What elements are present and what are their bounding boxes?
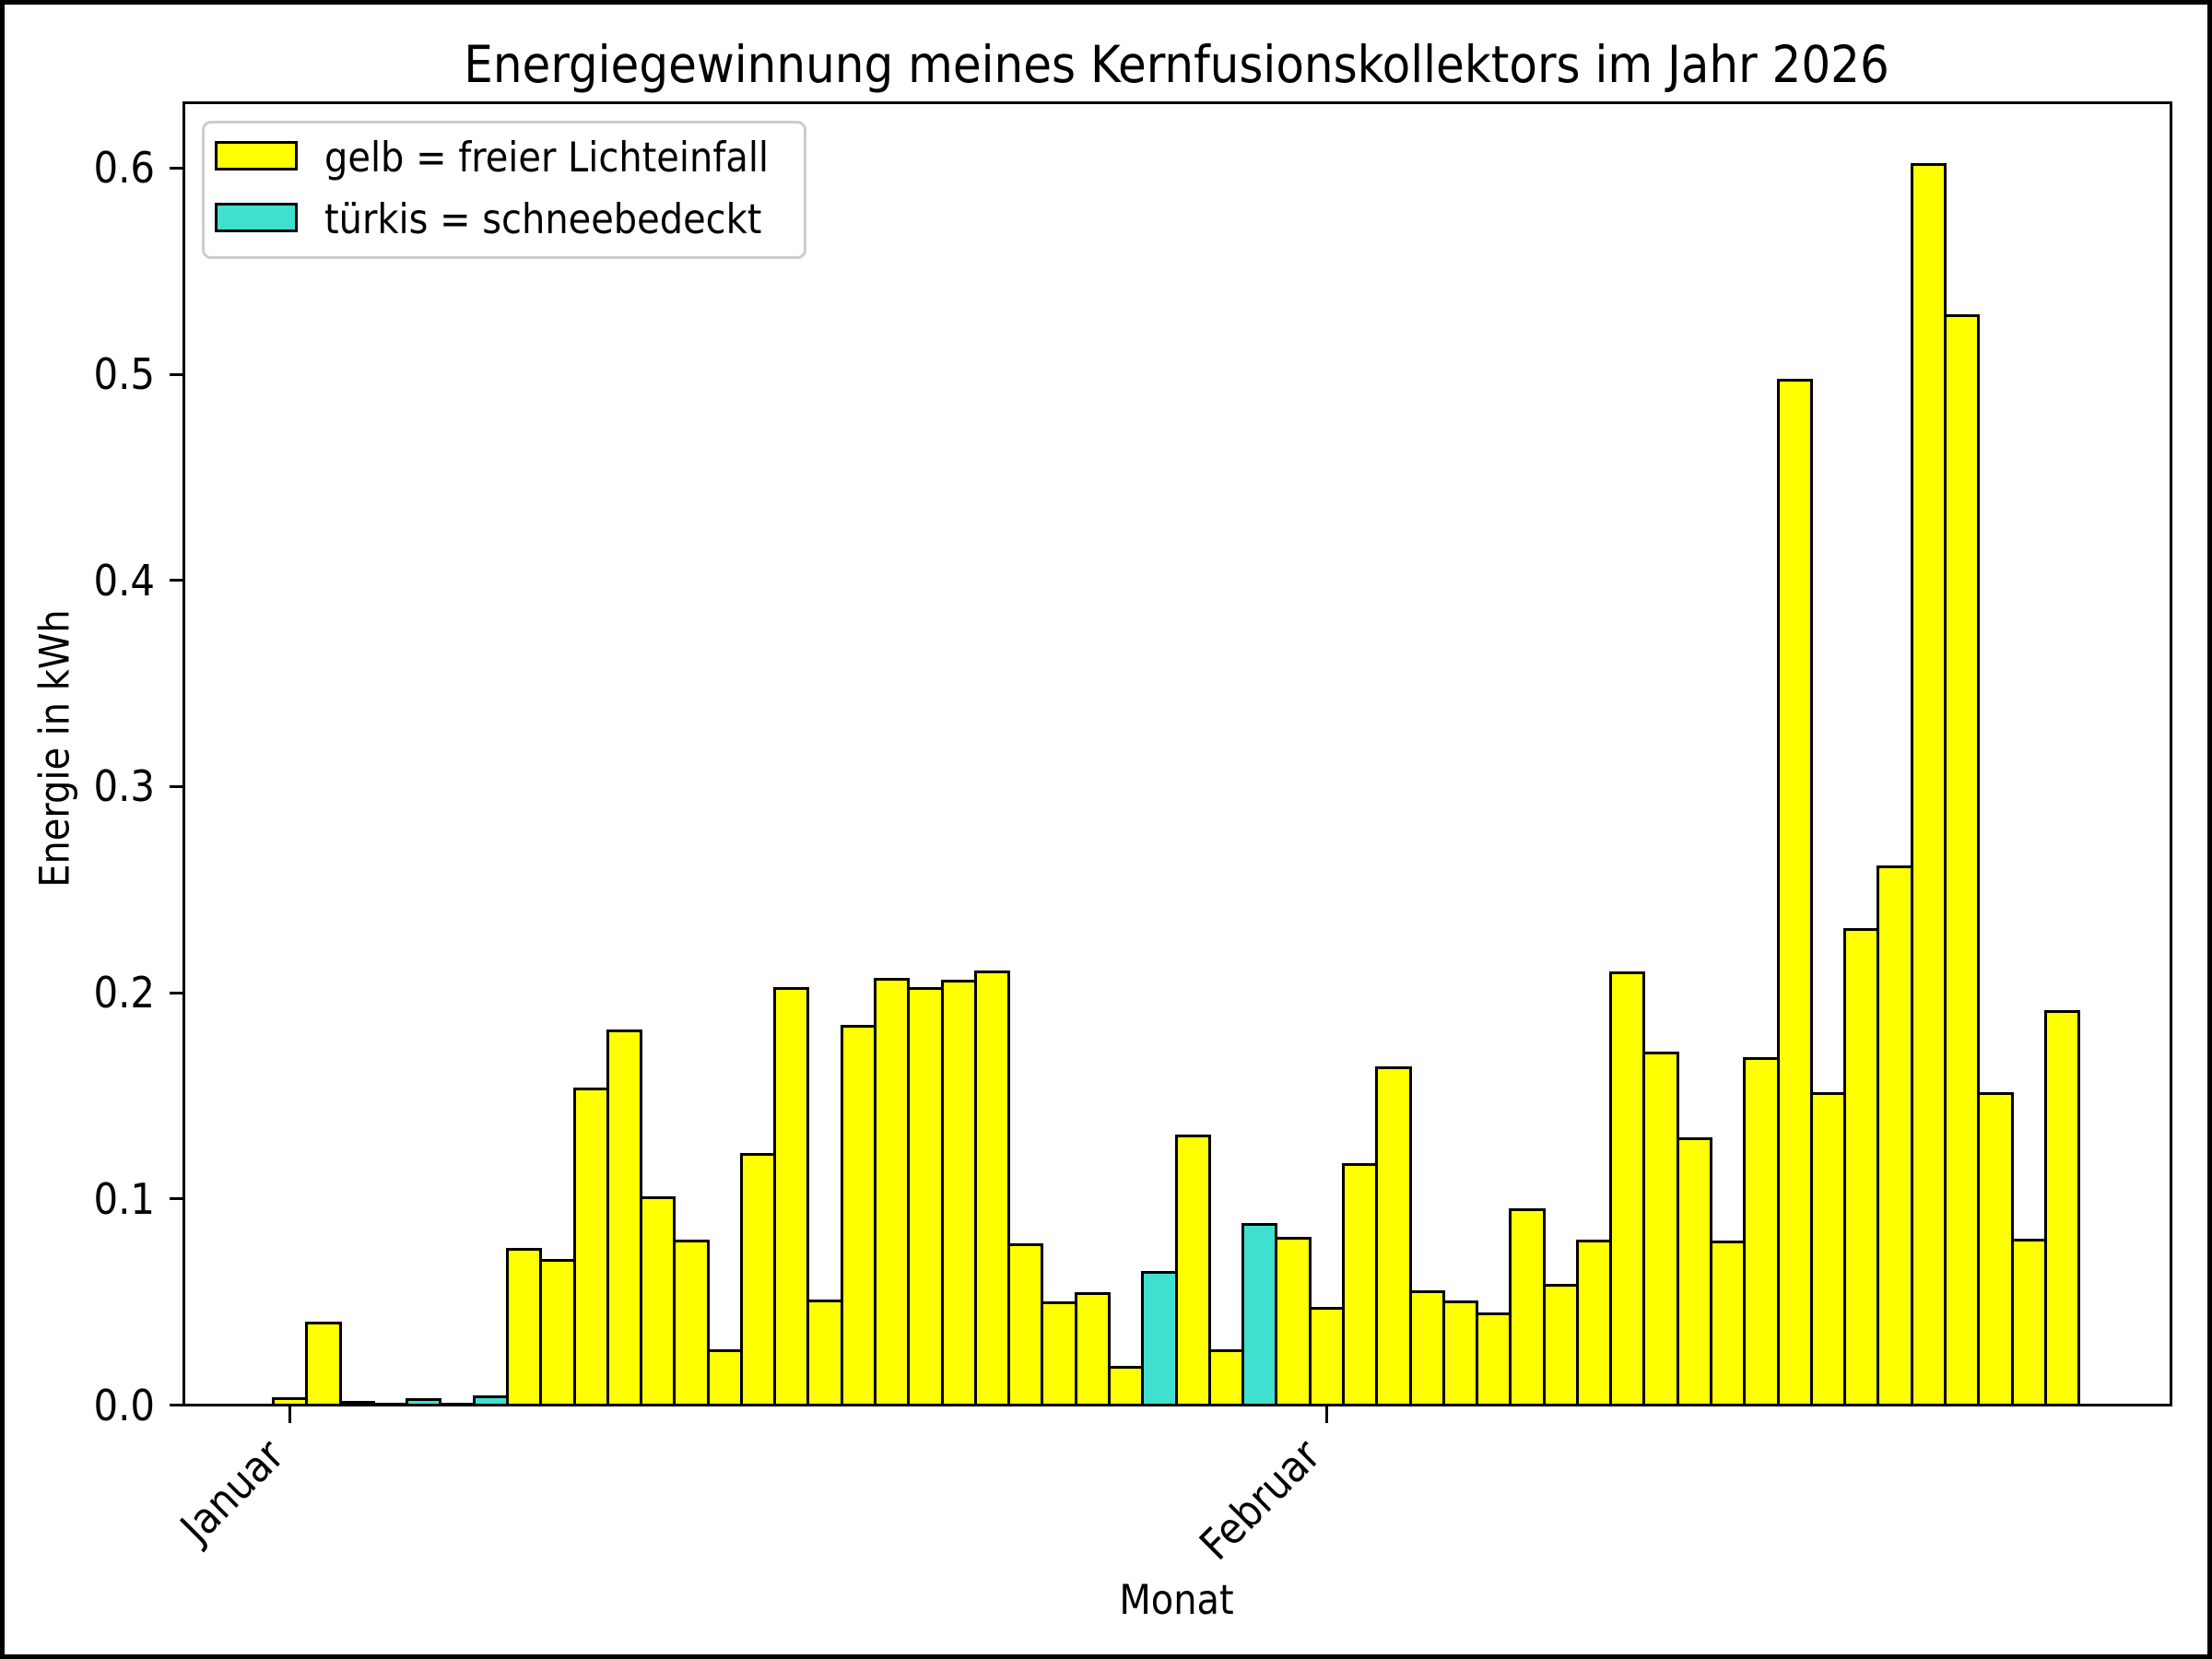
bar-day-22-free xyxy=(973,970,1011,1406)
bar-day-12-free xyxy=(640,1195,677,1406)
x-axis-label: Monat xyxy=(1119,1576,1234,1624)
bar-day-33-free xyxy=(1341,1162,1379,1406)
bar-day-35-free xyxy=(1408,1289,1445,1406)
bar-day-44-free xyxy=(1710,1240,1747,1406)
bar-day-40-free xyxy=(1575,1239,1613,1406)
bar-day-46-free xyxy=(1776,379,1813,1406)
bar-day-23-free xyxy=(1007,1243,1044,1406)
bar-day-47-free xyxy=(1809,1092,1847,1406)
y-tick-label-0.2: 0.2 xyxy=(93,968,155,1018)
legend-swatch-snow xyxy=(215,202,298,232)
y-tick-0.2 xyxy=(169,991,182,994)
y-tick-0.5 xyxy=(169,372,182,376)
y-tick-label-0.6: 0.6 xyxy=(93,143,155,194)
bar-day-4-free xyxy=(371,1403,409,1406)
y-tick-label-0.4: 0.4 xyxy=(93,555,155,606)
bar-day-30-snow xyxy=(1241,1223,1278,1406)
bar-day-26-free xyxy=(1108,1366,1145,1406)
bar-day-39-free xyxy=(1542,1284,1579,1406)
y-tick-0.3 xyxy=(169,784,182,788)
bar-day-42-free xyxy=(1642,1052,1679,1406)
y-tick-label-0.1: 0.1 xyxy=(93,1173,155,1224)
bar-day-7-snow xyxy=(472,1395,509,1406)
bar-day-50-free xyxy=(1910,163,1947,1406)
bar-day-24-free xyxy=(1041,1300,1077,1406)
bar-day-1-free xyxy=(272,1397,309,1406)
bar-day-19-free xyxy=(874,978,911,1406)
bar-day-38-free xyxy=(1509,1207,1546,1406)
bar-day-20-free xyxy=(907,987,944,1406)
legend-box xyxy=(202,120,806,259)
bar-day-25-free xyxy=(1074,1291,1111,1406)
bar-day-16-free xyxy=(773,987,810,1406)
bar-day-17-free xyxy=(806,1300,843,1406)
bar-day-51-free xyxy=(1944,313,1981,1406)
bar-day-10-free xyxy=(572,1088,609,1406)
bar-day-27-snow xyxy=(1141,1271,1178,1406)
bar-day-41-free xyxy=(1609,971,1646,1406)
bar-day-3-free xyxy=(338,1401,375,1406)
y-tick-label-0.3: 0.3 xyxy=(93,761,155,812)
y-tick-0.0 xyxy=(169,1404,182,1406)
bar-day-18-free xyxy=(840,1025,877,1406)
bar-day-53-free xyxy=(2010,1239,2047,1406)
bar-day-48-free xyxy=(1843,928,1880,1406)
y-tick-label-0.0: 0.0 xyxy=(93,1380,155,1430)
y-tick-label-0.5: 0.5 xyxy=(93,349,155,400)
y-tick-0.6 xyxy=(169,166,182,170)
bar-day-45-free xyxy=(1743,1057,1780,1406)
bar-day-43-free xyxy=(1676,1137,1713,1406)
bar-day-5-snow xyxy=(406,1397,442,1406)
bar-day-6-free xyxy=(439,1403,476,1406)
bar-day-21-free xyxy=(940,979,977,1406)
bar-day-37-free xyxy=(1476,1312,1512,1406)
legend-label-snow: türkis = schneebedeckt xyxy=(324,195,762,243)
bar-day-49-free xyxy=(1877,865,1913,1406)
bar-day-11-free xyxy=(606,1029,643,1406)
bar-day-14-free xyxy=(706,1349,743,1406)
bar-day-29-free xyxy=(1207,1348,1245,1406)
legend-label-free: gelb = freier Lichteinfall xyxy=(324,134,770,182)
bar-day-28-free xyxy=(1174,1134,1211,1406)
bar-day-36-free xyxy=(1441,1300,1479,1406)
x-tick-Januar xyxy=(288,1406,292,1423)
bar-day-13-free xyxy=(673,1239,710,1406)
bar-day-9-free xyxy=(539,1258,576,1406)
bar-day-2-free xyxy=(305,1321,342,1406)
bar-day-8-free xyxy=(505,1248,543,1406)
y-tick-0.1 xyxy=(169,1197,182,1201)
chart-title: Energiegewinnung meines Kernfusionskolle… xyxy=(464,35,1889,95)
legend-swatch-free xyxy=(215,140,298,171)
y-tick-0.4 xyxy=(169,579,182,582)
bar-day-34-free xyxy=(1375,1065,1412,1406)
x-tick-Februar xyxy=(1324,1406,1328,1423)
bar-day-31-free xyxy=(1275,1236,1312,1406)
bar-day-15-free xyxy=(739,1152,777,1406)
bar-day-54-free xyxy=(2043,1009,2081,1406)
bar-day-52-free xyxy=(1977,1092,2014,1406)
y-axis-label: Energie in kWh xyxy=(31,609,79,888)
bar-day-32-free xyxy=(1308,1306,1345,1406)
